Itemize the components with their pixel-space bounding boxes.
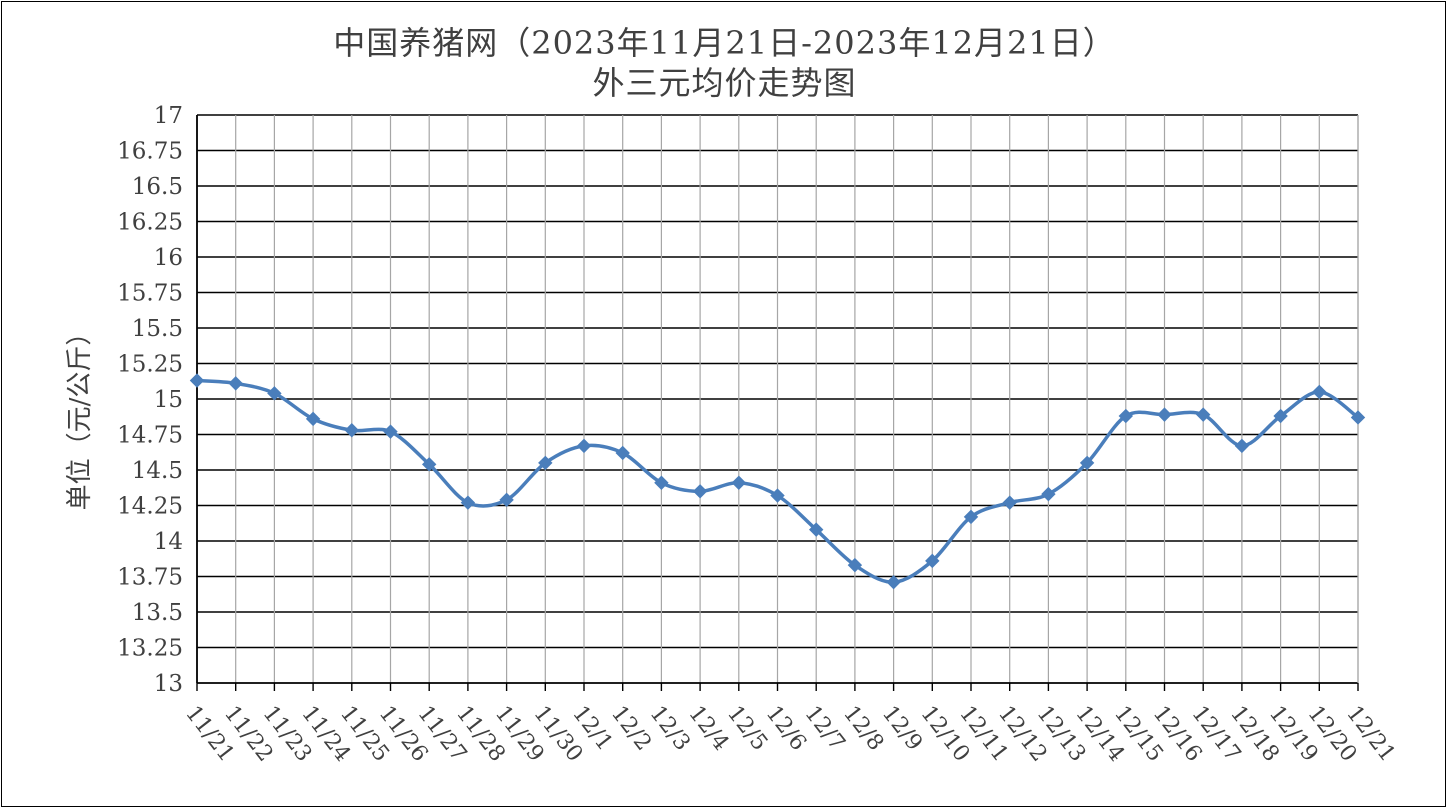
y-tick-label: 13: [154, 671, 183, 697]
y-tick-label: 14: [154, 529, 183, 555]
data-point-marker: [731, 475, 747, 490]
y-tick-label: 15.5: [132, 316, 183, 342]
data-point-marker: [1234, 438, 1250, 454]
data-point-marker: [305, 411, 321, 427]
y-tick-label: 13.25: [117, 636, 183, 662]
y-tick-label: 14.5: [132, 458, 183, 484]
y-axis-label: 单位（元/公斤）: [65, 320, 95, 511]
y-tick-label: 16.5: [132, 174, 183, 200]
data-point-marker: [770, 488, 785, 503]
data-point-marker: [1002, 495, 1017, 510]
axes: [196, 115, 1359, 691]
x-tick-label: 12/8: [838, 701, 888, 755]
data-point-marker: [1079, 455, 1095, 471]
data-point-marker: [615, 445, 630, 461]
y-tick-label: 14.25: [117, 494, 183, 520]
y-tick-label: 16.75: [117, 139, 183, 165]
x-tick-label: 12/4: [683, 701, 733, 755]
y-tick-label: 17: [154, 103, 183, 129]
y-tick-label: 13.5: [132, 600, 183, 626]
data-point-marker: [228, 376, 243, 391]
y-tick-label: 15.25: [117, 352, 183, 378]
data-point-marker: [460, 495, 476, 510]
chart-title: 中国养猪网（2023年11月21日-2023年12月21日）: [333, 24, 1116, 62]
data-point-marker: [1350, 410, 1366, 425]
data-point-marker: [499, 492, 514, 508]
y-tick-label: 16: [154, 245, 183, 271]
chart-subtitle: 外三元均价走势图: [592, 64, 857, 102]
data-point-marker: [1041, 486, 1056, 502]
y-tick-label: 16.25: [117, 210, 183, 236]
x-tick-label: 12/7: [799, 701, 849, 755]
x-tick-label: 12/9: [877, 701, 927, 755]
x-tick-labels: 11/2111/2211/2311/2411/2511/2611/2711/28…: [180, 701, 1400, 766]
y-tick-label: 15.75: [117, 281, 183, 307]
x-tick-label: 12/2: [606, 701, 656, 755]
y-tick-labels: 13 13.25 13.5 13.75 14 14.25 14.5 14.75 15 15.25 1…: [117, 103, 183, 697]
gridlines: [196, 114, 1359, 683]
data-point-marker: [383, 424, 398, 439]
data-point-marker: [267, 386, 282, 401]
data-point-marker: [1273, 408, 1288, 424]
data-point-marker: [1157, 407, 1172, 422]
data-point-marker: [344, 423, 360, 438]
x-tick-label: 12/3: [645, 701, 695, 755]
data-point-marker: [963, 509, 979, 525]
data-point-marker: [692, 484, 708, 499]
data-point-marker: [576, 438, 592, 454]
data-point-marker: [189, 373, 205, 388]
y-tick-label: 13.75: [117, 565, 183, 591]
data-point-marker: [654, 475, 669, 490]
x-tick-label: 12/6: [761, 701, 811, 755]
y-tick-label: 15: [154, 387, 183, 413]
data-point-marker: [1312, 384, 1327, 400]
data-point-marker: [1195, 407, 1211, 422]
data-point-marker: [808, 522, 824, 537]
data-point-marker: [1118, 408, 1134, 424]
series-markers: [189, 373, 1366, 590]
data-point-marker: [886, 574, 901, 590]
x-tick-label: 12/5: [722, 701, 772, 755]
data-point-marker: [421, 457, 437, 472]
data-point-marker: [925, 553, 940, 569]
data-point-marker: [538, 455, 553, 471]
data-point-marker: [847, 557, 863, 573]
y-tick-label: 14.75: [117, 423, 183, 449]
